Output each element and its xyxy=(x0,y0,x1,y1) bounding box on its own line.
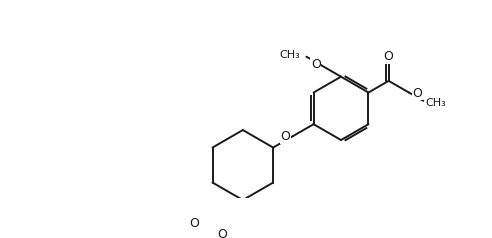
Text: O: O xyxy=(217,228,228,238)
Text: O: O xyxy=(384,50,394,63)
Text: CH₃: CH₃ xyxy=(279,50,300,60)
Text: O: O xyxy=(412,87,422,100)
Text: O: O xyxy=(311,58,321,71)
Text: CH₃: CH₃ xyxy=(426,98,447,108)
Text: O: O xyxy=(280,130,290,143)
Text: O: O xyxy=(189,217,199,230)
